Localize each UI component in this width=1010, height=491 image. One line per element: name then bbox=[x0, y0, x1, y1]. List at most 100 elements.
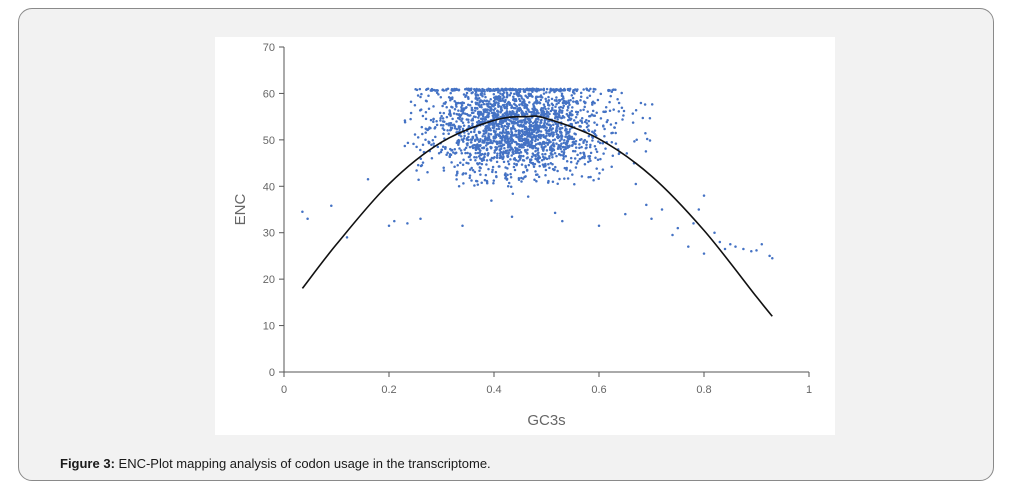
scatter-point bbox=[491, 168, 494, 172]
scatter-point bbox=[420, 92, 423, 96]
scatter-point bbox=[489, 138, 492, 142]
scatter-point bbox=[462, 158, 465, 161]
scatter-point bbox=[609, 123, 613, 126]
scatter-point bbox=[518, 154, 521, 158]
scatter-point bbox=[620, 91, 623, 95]
scatter-point bbox=[519, 123, 523, 127]
scatter-point bbox=[468, 89, 471, 92]
scatter-point bbox=[439, 119, 442, 122]
scatter-point bbox=[574, 121, 578, 125]
scatter-point bbox=[550, 97, 554, 101]
scatter-point bbox=[583, 163, 587, 166]
scatter-point bbox=[510, 134, 514, 138]
scatter-point bbox=[461, 121, 465, 124]
scatter-point bbox=[503, 100, 507, 103]
scatter-point bbox=[520, 139, 524, 143]
scatter-point bbox=[543, 142, 546, 146]
scatter-point bbox=[516, 123, 520, 126]
scatter-point bbox=[553, 151, 557, 155]
scatter-point bbox=[473, 128, 476, 132]
scatter-point bbox=[460, 138, 464, 141]
scatter-point bbox=[528, 131, 531, 134]
scatter-point bbox=[505, 107, 509, 110]
scatter-point bbox=[476, 98, 479, 102]
scatter-point bbox=[503, 106, 507, 110]
scatter-point bbox=[585, 146, 588, 149]
scatter-point bbox=[525, 131, 529, 135]
scatter-point bbox=[550, 128, 553, 131]
scatter-point bbox=[545, 87, 549, 91]
scatter-point bbox=[572, 89, 575, 92]
scatter-point bbox=[517, 131, 521, 134]
scatter-point bbox=[473, 170, 477, 174]
scatter-point bbox=[562, 155, 566, 158]
scatter-point bbox=[439, 96, 443, 99]
scatter-point bbox=[508, 110, 512, 114]
scatter-point bbox=[537, 175, 541, 179]
scatter-point bbox=[550, 132, 553, 136]
scatter-point bbox=[650, 103, 654, 106]
scatter-point bbox=[477, 97, 481, 100]
scatter-point bbox=[483, 178, 487, 182]
scatter-point bbox=[526, 117, 530, 120]
scatter-point bbox=[496, 110, 500, 113]
scatter-point bbox=[561, 106, 565, 109]
scatter-point bbox=[552, 131, 555, 134]
scatter-point bbox=[465, 105, 468, 109]
scatter-point bbox=[587, 89, 591, 92]
scatter-point bbox=[504, 119, 508, 123]
scatter-point bbox=[588, 145, 592, 149]
scatter-point bbox=[505, 122, 509, 125]
scatter-point bbox=[544, 128, 547, 132]
scatter-point bbox=[520, 95, 523, 98]
scatter-point bbox=[582, 151, 586, 155]
scatter-point bbox=[573, 157, 577, 160]
scatter-point bbox=[489, 132, 493, 136]
scatter-point bbox=[366, 178, 370, 181]
scatter-point bbox=[559, 109, 562, 112]
scatter-point bbox=[458, 133, 461, 137]
scatter-point bbox=[494, 101, 497, 105]
scatter-point bbox=[470, 91, 473, 95]
scatter-point bbox=[579, 95, 583, 99]
scatter-point bbox=[543, 105, 546, 109]
scatter-point bbox=[643, 103, 647, 106]
scatter-point bbox=[475, 106, 479, 110]
scatter-point bbox=[556, 169, 559, 173]
scatter-point bbox=[487, 133, 490, 137]
scatter-point bbox=[513, 127, 516, 131]
scatter-point bbox=[560, 142, 563, 146]
scatter-point bbox=[509, 88, 513, 92]
scatter-point bbox=[462, 107, 466, 110]
scatter-point bbox=[562, 141, 566, 145]
scatter-point bbox=[494, 148, 498, 152]
scatter-point bbox=[558, 106, 561, 109]
scatter-point bbox=[485, 182, 489, 185]
scatter-point bbox=[421, 132, 424, 136]
scatter-point bbox=[495, 175, 498, 179]
scatter-point bbox=[431, 138, 435, 142]
scatter-point bbox=[578, 146, 581, 150]
scatter-point bbox=[613, 126, 616, 129]
scatter-point bbox=[513, 168, 517, 172]
scatter-point bbox=[537, 142, 540, 145]
scatter-point bbox=[451, 96, 454, 99]
y-tick-label: 0 bbox=[269, 367, 275, 379]
scatter-point bbox=[512, 134, 516, 137]
scatter-point bbox=[522, 138, 526, 141]
scatter-point bbox=[522, 88, 525, 91]
scatter-point bbox=[566, 177, 570, 180]
scatter-point bbox=[583, 120, 587, 124]
scatter-point bbox=[485, 141, 488, 144]
scatter-point bbox=[523, 149, 527, 152]
scatter-point bbox=[545, 149, 549, 152]
scatter-point bbox=[473, 155, 476, 159]
scatter-point bbox=[540, 133, 543, 137]
scatter-point bbox=[525, 104, 529, 107]
scatter-point bbox=[702, 252, 706, 255]
scatter-point bbox=[579, 91, 583, 95]
scatter-point bbox=[591, 139, 594, 142]
figure-frame: 0 10 20 30 40 50 60 70 0 0.2 0.4 0.6 0.8 1 ENC GC3s F… bbox=[18, 8, 994, 481]
scatter-point bbox=[496, 133, 499, 136]
scatter-point bbox=[589, 87, 592, 91]
